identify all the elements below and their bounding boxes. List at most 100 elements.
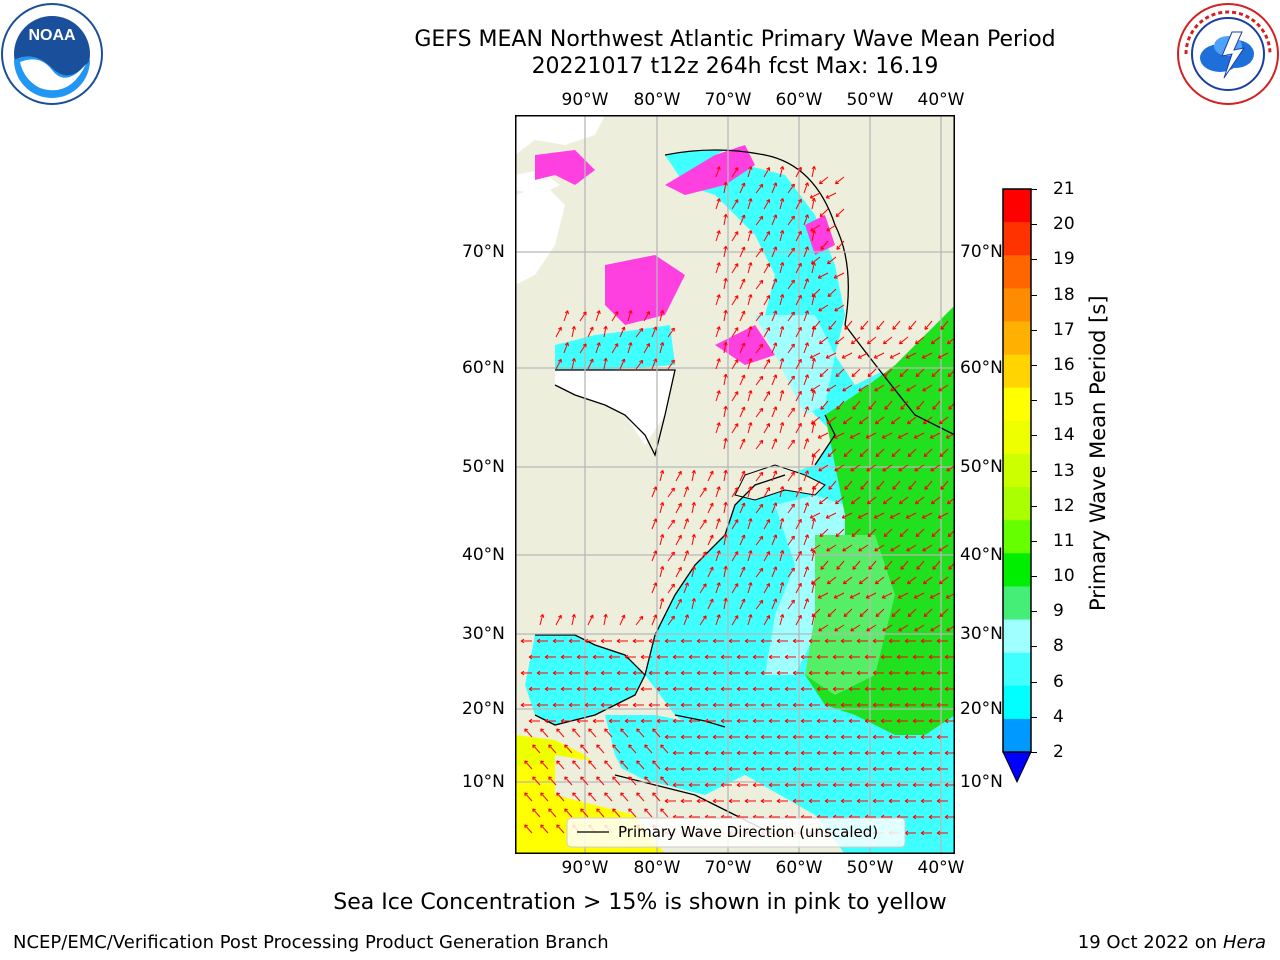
colorbar-tick-label: 15 xyxy=(1053,390,1075,411)
wave-arrow xyxy=(868,560,877,570)
wave-arrow xyxy=(824,638,836,644)
wave-arrow xyxy=(904,702,916,708)
colorbar-tick-mark xyxy=(1031,681,1037,683)
wave-arrow xyxy=(826,416,837,425)
wave-arrow xyxy=(744,766,756,772)
wave-arrow xyxy=(683,518,689,530)
wave-arrow xyxy=(768,782,780,788)
colorbar-tick-label: 19 xyxy=(1053,249,1075,270)
wave-arrow xyxy=(876,320,885,330)
wave-arrow xyxy=(803,342,809,354)
wave-arrow xyxy=(648,670,660,676)
wave-arrow xyxy=(803,182,809,194)
wave-arrow xyxy=(842,416,853,425)
wave-arrow xyxy=(720,782,732,788)
wave-arrow xyxy=(632,702,644,708)
wave-arrow xyxy=(800,654,812,660)
wave-arrow xyxy=(556,760,565,770)
wave-arrow xyxy=(556,728,565,738)
wave-arrow xyxy=(619,614,626,626)
colorbar-tick-label: 6 xyxy=(1053,671,1064,692)
wave-arrow xyxy=(795,294,802,306)
wave-arrow xyxy=(860,480,869,490)
wave-arrow xyxy=(620,792,629,802)
wave-arrow xyxy=(811,453,816,466)
wave-arrow xyxy=(922,384,933,392)
wave-arrow xyxy=(834,496,845,505)
wave-arrow xyxy=(779,166,785,178)
wave-arrow xyxy=(787,311,795,322)
wave-arrow xyxy=(644,808,653,818)
wave-arrow xyxy=(747,326,753,338)
wave-arrow xyxy=(915,528,925,538)
colorbar-band xyxy=(1003,652,1031,687)
wave-arrow xyxy=(874,544,885,552)
colorbar-band xyxy=(1003,255,1031,289)
wave-arrow xyxy=(939,608,949,618)
wave-arrow xyxy=(739,598,746,610)
wave-arrow xyxy=(747,486,753,498)
wave-arrow xyxy=(755,375,764,386)
wave-arrow xyxy=(923,608,933,618)
wave-arrow xyxy=(683,614,689,626)
colorbar-band xyxy=(1003,487,1031,521)
host-name: Hera xyxy=(1222,932,1266,953)
wave-arrow xyxy=(880,782,892,788)
wave-arrow xyxy=(912,782,924,788)
colorbar-band xyxy=(1003,520,1031,554)
wave-arrow xyxy=(712,670,724,676)
wave-arrow xyxy=(624,718,636,724)
wave-arrow xyxy=(627,342,633,354)
wave-arrow xyxy=(866,624,877,632)
wave-arrow xyxy=(784,686,796,692)
wave-arrow xyxy=(675,470,682,482)
wave-arrow xyxy=(817,272,829,279)
wave-arrow xyxy=(938,544,949,552)
wave-arrow xyxy=(628,776,637,786)
wave-arrow xyxy=(819,528,829,538)
wave-arrow xyxy=(835,208,845,218)
wave-arrow xyxy=(800,718,812,724)
wave-arrow xyxy=(834,176,845,185)
wave-arrow xyxy=(755,311,764,322)
wave-arrow xyxy=(890,416,901,425)
wave-arrow xyxy=(832,718,844,724)
wave-arrow xyxy=(858,576,869,585)
wave-arrow xyxy=(524,792,533,802)
wave-arrow xyxy=(755,247,764,258)
wave-arrow xyxy=(857,512,869,519)
wave-arrow xyxy=(619,326,626,338)
wave-arrow xyxy=(723,501,728,514)
wave-arrow xyxy=(898,496,909,505)
wave-arrow xyxy=(922,416,933,425)
wave-arrow xyxy=(929,592,941,599)
wave-arrow xyxy=(651,614,658,626)
wave-arrow xyxy=(874,384,885,392)
wave-arrow xyxy=(792,798,804,804)
wave-arrow xyxy=(736,718,748,724)
lon-label-top: 60°W xyxy=(775,90,823,110)
wave-arrow xyxy=(876,480,885,490)
wave-arrow xyxy=(808,734,820,740)
wave-arrow xyxy=(808,670,820,676)
wave-arrow xyxy=(818,336,829,345)
wave-arrow xyxy=(563,310,569,322)
wave-arrow xyxy=(760,702,772,708)
wave-arrow xyxy=(688,686,700,692)
wave-arrow xyxy=(787,215,795,226)
wave-arrow xyxy=(643,311,650,322)
wave-arrow xyxy=(747,358,753,370)
wave-arrow xyxy=(747,518,753,530)
colorbar-band xyxy=(1003,222,1031,256)
wave-arrow xyxy=(850,464,861,472)
wave-arrow xyxy=(555,358,562,370)
wave-arrow xyxy=(771,566,778,578)
wave-arrow xyxy=(696,766,708,772)
wave-arrow xyxy=(635,359,644,370)
wave-arrow xyxy=(683,582,689,594)
wave-arrow xyxy=(872,766,884,772)
wave-arrow xyxy=(818,464,829,472)
wave-arrow xyxy=(548,744,557,754)
wave-arrow xyxy=(832,782,844,788)
wave-arrow xyxy=(912,750,924,756)
